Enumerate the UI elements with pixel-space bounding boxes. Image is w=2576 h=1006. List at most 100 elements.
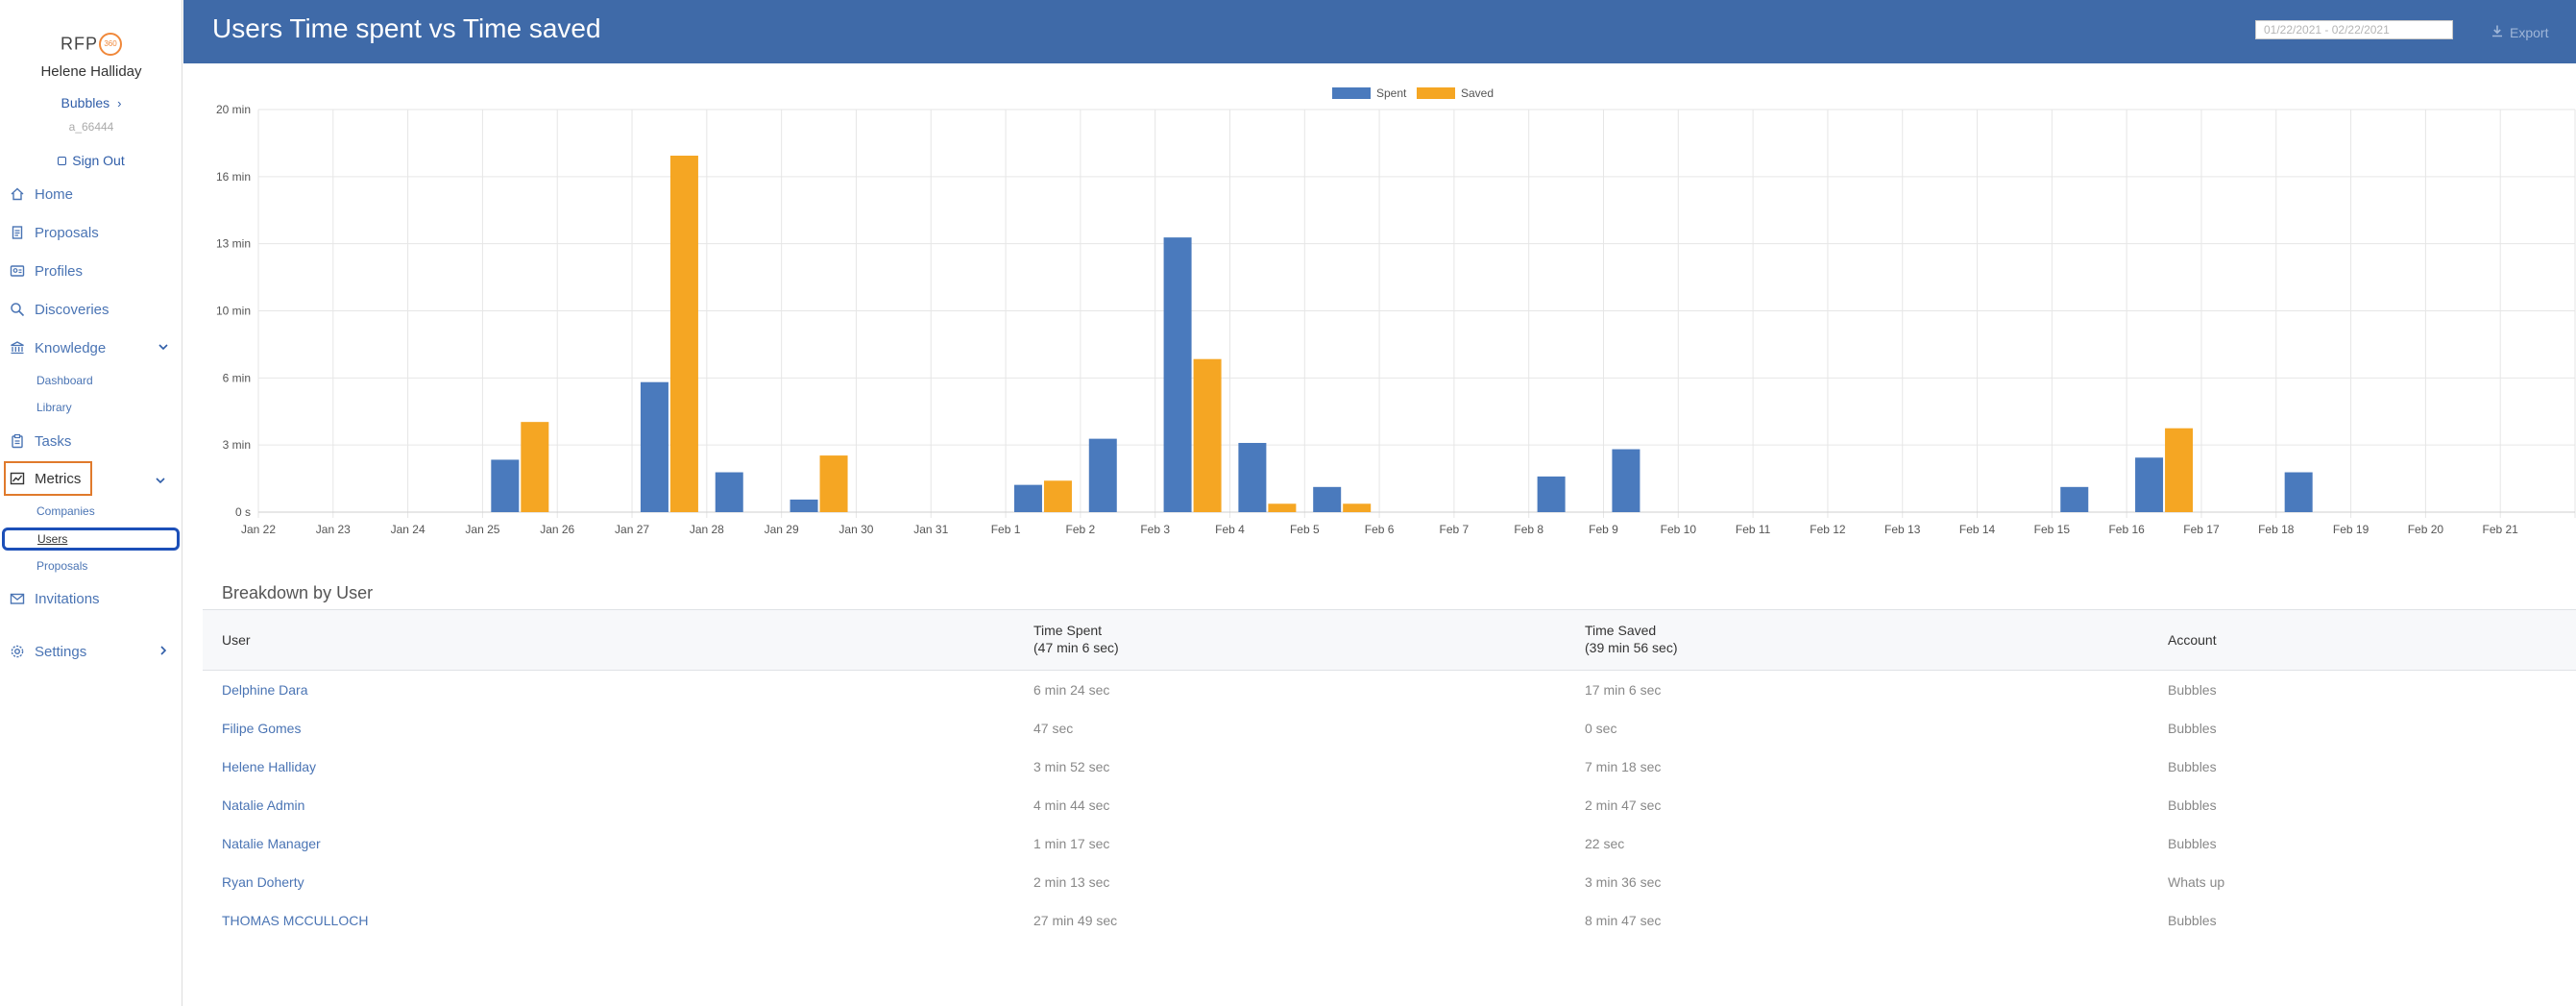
spent-bar bbox=[2284, 472, 2313, 512]
sidebar-item-discoveries[interactable]: Discoveries bbox=[10, 298, 178, 321]
x-tick-label: Feb 3 bbox=[1140, 523, 1170, 536]
column-header-account[interactable]: Account bbox=[2168, 632, 2217, 648]
sidebar-item-metrics[interactable]: Metrics bbox=[4, 461, 92, 496]
x-tick-label: Feb 21 bbox=[2483, 523, 2519, 536]
saved-bar bbox=[521, 422, 549, 512]
user-name-link[interactable]: Helene Halliday bbox=[222, 759, 317, 774]
time-saved-label: Time Saved bbox=[1585, 623, 1657, 638]
column-header-time-spent[interactable]: Time Spent (47 min 6 sec) bbox=[1033, 622, 1119, 656]
sidebar-item-label: Profiles bbox=[35, 262, 84, 280]
x-tick-label: Jan 25 bbox=[465, 523, 499, 536]
chevron-down-icon[interactable] bbox=[154, 474, 167, 492]
clipboard-icon bbox=[10, 433, 25, 449]
x-tick-label: Jan 29 bbox=[765, 523, 799, 536]
sign-out-link[interactable]: Sign Out bbox=[0, 153, 182, 168]
spent-bar bbox=[491, 459, 520, 512]
column-header-user[interactable]: User bbox=[222, 632, 251, 648]
user-name-link[interactable]: THOMAS MCCULLOCH bbox=[222, 913, 369, 928]
y-tick-label: 0 s bbox=[235, 505, 251, 519]
time-chart: 0 s 3 min 6 min 10 min 13 min 16 min 20 min Jan… bbox=[183, 77, 2576, 548]
user-name-link[interactable]: Delphine Dara bbox=[222, 682, 308, 698]
sidebar-item-label: Home bbox=[35, 185, 74, 203]
sidebar-item-settings[interactable]: Settings bbox=[10, 640, 178, 663]
x-tick-label: Feb 10 bbox=[1661, 523, 1697, 536]
user-name-link[interactable]: Filipe Gomes bbox=[222, 721, 302, 736]
account-cell: Bubbles bbox=[2168, 721, 2217, 736]
sidebar-item-home[interactable]: Home bbox=[10, 183, 178, 206]
sidebar-item-profiles[interactable]: Profiles bbox=[10, 259, 178, 282]
spent-bar bbox=[715, 472, 743, 512]
sidebar-item-tasks[interactable]: Tasks bbox=[10, 429, 178, 453]
time-spent-cell: 6 min 24 sec bbox=[1033, 682, 1110, 698]
saved-bar bbox=[1268, 503, 1297, 512]
x-tick-label: Feb 19 bbox=[2333, 523, 2369, 536]
table-row: Helene Halliday 3 min 52 sec 7 min 18 sec B… bbox=[203, 748, 2576, 786]
y-tick-label: 20 min bbox=[216, 103, 251, 116]
table-row: Natalie Manager 1 min 17 sec 22 sec Bubbles bbox=[203, 824, 2576, 863]
sidebar-item-label: Metrics bbox=[35, 470, 82, 487]
sign-out-label: Sign Out bbox=[72, 153, 125, 168]
time-spent-cell: 3 min 52 sec bbox=[1033, 759, 1110, 774]
table-row: Ryan Doherty 2 min 13 sec 3 min 36 sec What… bbox=[203, 863, 2576, 901]
app-logo[interactable]: RFP 360 bbox=[0, 33, 182, 56]
x-tick-label: Feb 5 bbox=[1290, 523, 1320, 536]
spent-bar bbox=[1238, 442, 1267, 512]
sidebar-subitem-proposals[interactable]: Proposals bbox=[36, 559, 88, 573]
spent-bar bbox=[790, 499, 818, 512]
profile-card-icon bbox=[10, 263, 25, 279]
time-spent-cell: 47 sec bbox=[1033, 721, 1074, 736]
institution-icon bbox=[10, 340, 25, 356]
sidebar-item-knowledge[interactable]: Knowledge bbox=[10, 336, 178, 359]
time-saved-cell: 17 min 6 sec bbox=[1585, 682, 1662, 698]
user-name-link[interactable]: Natalie Admin bbox=[222, 797, 305, 813]
time-spent-cell: 27 min 49 sec bbox=[1033, 913, 1118, 928]
current-user-name: Helene Halliday bbox=[40, 63, 142, 80]
x-tick-label: Jan 27 bbox=[615, 523, 649, 536]
breakdown-table: User Time Spent (47 min 6 sec) Time Save… bbox=[203, 609, 2576, 940]
x-tick-label: Feb 15 bbox=[2034, 523, 2071, 536]
time-saved-cell: 3 min 36 sec bbox=[1585, 874, 1662, 890]
time-saved-cell: 8 min 47 sec bbox=[1585, 913, 1662, 928]
x-tick-label: Feb 9 bbox=[1589, 523, 1618, 536]
envelope-icon bbox=[10, 591, 25, 606]
logo-badge: 360 bbox=[99, 33, 122, 56]
column-header-time-saved[interactable]: Time Saved (39 min 56 sec) bbox=[1585, 622, 1677, 656]
user-name-link[interactable]: Ryan Doherty bbox=[222, 874, 304, 890]
time-saved-cell: 0 sec bbox=[1585, 721, 1617, 736]
x-tick-label: Feb 4 bbox=[1215, 523, 1245, 536]
spent-bar bbox=[1612, 449, 1640, 512]
saved-bar bbox=[1043, 480, 1072, 512]
saved-bar bbox=[669, 156, 698, 512]
sidebar-subitem-dashboard[interactable]: Dashboard bbox=[36, 374, 93, 387]
x-tick-label: Jan 23 bbox=[316, 523, 351, 536]
x-tick-label: Jan 30 bbox=[838, 523, 873, 536]
table-row: Filipe Gomes 47 sec 0 sec Bubbles bbox=[203, 709, 2576, 748]
company-switcher[interactable]: Bubbles › bbox=[0, 95, 182, 110]
time-spent-total: (47 min 6 sec) bbox=[1033, 640, 1119, 655]
home-icon bbox=[10, 186, 25, 202]
date-range-input[interactable] bbox=[2255, 20, 2453, 39]
sidebar-subitem-library[interactable]: Library bbox=[36, 401, 72, 414]
sidebar-subitem-companies[interactable]: Companies bbox=[36, 504, 95, 518]
sidebar-item-invitations[interactable]: Invitations bbox=[10, 587, 178, 610]
sign-out-icon bbox=[58, 157, 67, 165]
spent-bar bbox=[1537, 476, 1566, 512]
x-tick-label: Feb 8 bbox=[1514, 523, 1543, 536]
sidebar-subitem-users[interactable]: Users bbox=[2, 528, 180, 551]
gear-icon bbox=[10, 644, 25, 659]
x-tick-label: Feb 18 bbox=[2258, 523, 2295, 536]
export-button[interactable]: Export bbox=[2491, 24, 2548, 40]
sidebar-item-proposals[interactable]: Proposals bbox=[10, 221, 178, 244]
export-label: Export bbox=[2510, 24, 2549, 40]
user-name-link[interactable]: Natalie Manager bbox=[222, 836, 321, 851]
table-row: Delphine Dara 6 min 24 sec 17 min 6 sec Bub… bbox=[203, 671, 2576, 709]
account-cell: Bubbles bbox=[2168, 797, 2217, 813]
legend-swatch-saved bbox=[1417, 87, 1455, 99]
x-tick-label: Feb 13 bbox=[1884, 523, 1921, 536]
legend-swatch-spent bbox=[1332, 87, 1371, 99]
chevron-right-icon: › bbox=[117, 96, 122, 110]
y-tick-label: 3 min bbox=[223, 438, 251, 452]
spent-bar bbox=[2135, 457, 2164, 512]
y-tick-label: 16 min bbox=[216, 170, 251, 184]
x-tick-label: Feb 6 bbox=[1365, 523, 1395, 536]
